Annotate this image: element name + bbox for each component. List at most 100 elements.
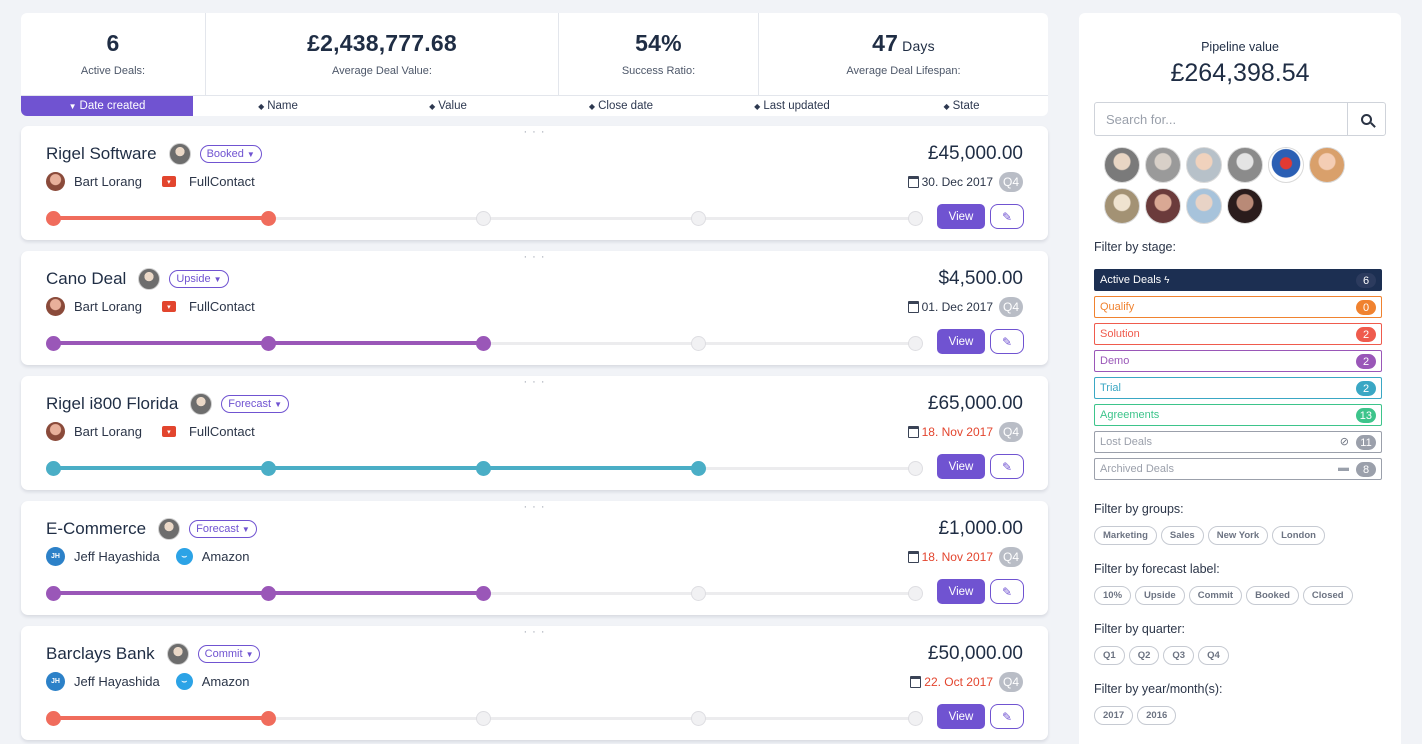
drag-handle-icon[interactable]: · · · xyxy=(523,126,546,138)
stage-progress xyxy=(46,460,924,476)
user-avatar[interactable] xyxy=(1186,188,1222,224)
stage-count: 2 xyxy=(1356,354,1376,369)
group-tag[interactable]: Marketing xyxy=(1094,526,1157,545)
forecast-tag[interactable]: Booked xyxy=(1246,586,1299,605)
company-name[interactable]: Amazon xyxy=(201,549,250,564)
deal-card[interactable]: · · · Rigel i800 Florida Forecast ▼ Bart … xyxy=(21,376,1048,490)
forecast-tag[interactable]: Commit xyxy=(1188,586,1243,605)
quarter-tag[interactable]: Q2 xyxy=(1128,646,1160,665)
stage-filter[interactable]: Active Deals ϟ 6 xyxy=(1094,269,1382,291)
search-button[interactable] xyxy=(1347,103,1385,135)
deal-card[interactable]: · · · Cano Deal Upside ▼ Bart Lorang ▾ Fu… xyxy=(21,251,1048,365)
view-button[interactable]: View xyxy=(937,329,985,354)
company-name[interactable]: FullContact xyxy=(188,174,255,189)
edit-button[interactable]: ✎ xyxy=(990,704,1024,729)
view-button[interactable]: View xyxy=(937,579,985,604)
stage-stop xyxy=(908,460,923,476)
edit-button[interactable]: ✎ xyxy=(990,204,1024,229)
stage-filter[interactable]: Solution 2 xyxy=(1094,323,1382,345)
stage-progress xyxy=(46,585,924,601)
stage-stop xyxy=(908,710,923,726)
quarter-badge: Q4 xyxy=(999,422,1023,442)
stage-filter[interactable]: Archived Deals ▬ 8 xyxy=(1094,458,1382,480)
quarter-tag[interactable]: Q4 xyxy=(1198,646,1229,665)
forecast-dropdown[interactable]: Upside ▼ xyxy=(169,270,229,288)
forecast-dropdown[interactable]: Forecast ▼ xyxy=(189,520,257,538)
stage-filter[interactable]: Trial 2 xyxy=(1094,377,1382,399)
search-input[interactable] xyxy=(1095,103,1347,135)
forecast-tag[interactable]: 10% xyxy=(1094,586,1132,605)
sort-last-updated[interactable]: ◆ Last updated xyxy=(709,96,875,116)
sort-date-created[interactable]: ▼ Date created xyxy=(21,96,193,116)
contact-name[interactable]: Bart Lorang xyxy=(74,299,142,314)
filter-quarter-title: Filter by quarter: xyxy=(1094,622,1186,636)
stage-filter[interactable]: Agreements 13 xyxy=(1094,404,1382,426)
drag-handle-icon[interactable]: · · · xyxy=(523,251,546,263)
sort-state[interactable]: ◆ State xyxy=(875,96,1048,116)
view-button[interactable]: View xyxy=(937,454,985,479)
company-name[interactable]: FullContact xyxy=(188,424,255,439)
user-avatar[interactable] xyxy=(1186,147,1222,183)
company-name[interactable]: Amazon xyxy=(201,674,250,689)
drag-handle-icon[interactable]: · · · xyxy=(523,626,546,638)
close-date-text: 18. Nov 2017 xyxy=(921,550,993,564)
stat-label: Active Deals: xyxy=(80,65,146,77)
pencil-icon: ✎ xyxy=(1001,459,1013,474)
user-avatar[interactable] xyxy=(1309,147,1345,183)
deal-card[interactable]: · · · Rigel Software Booked ▼ Bart Lorang… xyxy=(21,126,1048,240)
sort-value[interactable]: ◆ Value xyxy=(363,96,533,116)
close-date: 01. Dec 2017 Q4 xyxy=(907,297,1023,317)
edit-button[interactable]: ✎ xyxy=(990,579,1024,604)
year-tag[interactable]: 2017 xyxy=(1094,706,1134,725)
deal-amount: £65,000.00 xyxy=(927,393,1023,414)
user-avatar[interactable] xyxy=(1268,147,1304,183)
sort-name[interactable]: ◆ Name xyxy=(193,96,363,116)
view-button[interactable]: View xyxy=(937,704,985,729)
user-avatar[interactable] xyxy=(1104,188,1140,224)
deal-name[interactable]: Barclays Bank xyxy=(46,644,155,663)
contact-avatar: JH xyxy=(46,672,65,691)
forecast-tag[interactable]: Closed xyxy=(1302,586,1353,605)
contact-name[interactable]: Bart Lorang xyxy=(74,174,142,189)
contact-name[interactable]: Bart Lorang xyxy=(74,424,142,439)
quarter-tag[interactable]: Q3 xyxy=(1163,646,1195,665)
year-tag[interactable]: 2016 xyxy=(1137,706,1177,725)
stage-filter[interactable]: Qualify 0 xyxy=(1094,296,1382,318)
user-avatar[interactable] xyxy=(1145,188,1181,224)
forecast-dropdown[interactable]: Forecast ▼ xyxy=(221,395,290,413)
forecast-dropdown[interactable]: Commit ▼ xyxy=(197,645,261,663)
group-tag[interactable]: New York xyxy=(1207,526,1269,545)
edit-button[interactable]: ✎ xyxy=(990,329,1024,354)
user-avatar[interactable] xyxy=(1227,188,1263,224)
stats-panel: 6 Active Deals: £2,438,777.68 Average De… xyxy=(21,13,1048,116)
pipeline-value-label: Pipeline value xyxy=(1201,40,1279,54)
close-date: 18. Nov 2017 Q4 xyxy=(907,422,1023,442)
contact-name[interactable]: Jeff Hayashida xyxy=(74,549,160,564)
contact-name[interactable]: Jeff Hayashida xyxy=(74,674,160,689)
deal-name[interactable]: E-Commerce xyxy=(46,519,147,538)
user-avatar[interactable] xyxy=(1104,147,1140,183)
owner-avatar xyxy=(166,643,189,665)
forecast-tag[interactable]: Upside xyxy=(1135,586,1185,605)
company-name[interactable]: FullContact xyxy=(188,299,255,314)
quarter-tag[interactable]: Q1 xyxy=(1094,646,1125,665)
deal-name[interactable]: Cano Deal xyxy=(46,269,127,288)
drag-handle-icon[interactable]: · · · xyxy=(523,501,546,513)
sort-close-date[interactable]: ◆ Close date xyxy=(533,96,709,116)
edit-button[interactable]: ✎ xyxy=(990,454,1024,479)
stat-active-deals: 6 Active Deals: xyxy=(21,13,206,95)
deal-card[interactable]: · · · E-Commerce Forecast ▼ JH Jeff Hayas… xyxy=(21,501,1048,615)
stage-filter[interactable]: Demo 2 xyxy=(1094,350,1382,372)
drag-handle-icon[interactable]: · · · xyxy=(523,376,546,388)
user-avatar[interactable] xyxy=(1227,147,1263,183)
deal-card[interactable]: · · · Barclays Bank Commit ▼ JH Jeff Haya… xyxy=(21,626,1048,740)
group-tag[interactable]: Sales xyxy=(1160,526,1204,545)
forecast-dropdown[interactable]: Booked ▼ xyxy=(199,145,262,163)
deal-title-row: Rigel Software Booked ▼ xyxy=(46,143,262,165)
group-tag[interactable]: London xyxy=(1272,526,1325,545)
deal-name[interactable]: Rigel i800 Florida xyxy=(46,394,179,413)
view-button[interactable]: View xyxy=(937,204,985,229)
user-avatar[interactable] xyxy=(1145,147,1181,183)
stage-filter[interactable]: Lost Deals ⊘ 11 xyxy=(1094,431,1382,453)
deal-name[interactable]: Rigel Software xyxy=(46,144,157,163)
